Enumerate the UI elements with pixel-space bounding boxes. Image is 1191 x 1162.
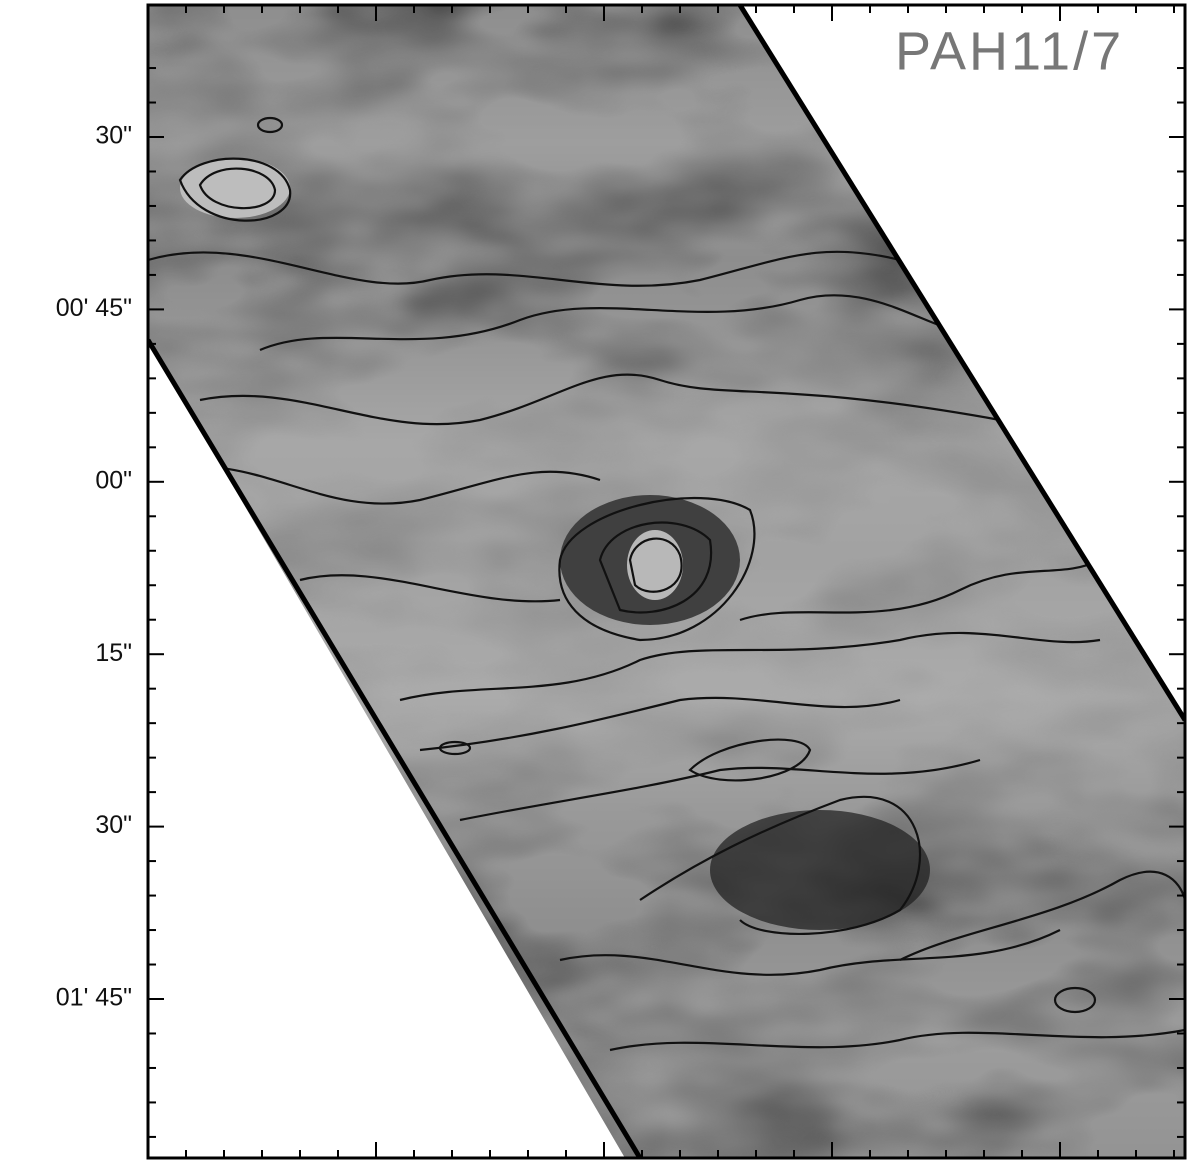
y-tick-label: 00" (95, 466, 132, 494)
panel-label: PAH11/7 (895, 21, 1124, 81)
map-image (148, 5, 1185, 1158)
y-tick-label: 30" (95, 811, 132, 839)
y-tick-label: 01' 45" (56, 984, 132, 1012)
y-tick-label: 00' 45" (56, 294, 132, 322)
figure: PAH11/7 30" 00' 45" 00" 15" 30" 01' 45" (0, 0, 1191, 1162)
y-tick-label: 30" (95, 122, 132, 150)
y-axis: 30" 00' 45" 00" 15" 30" 01' 45" (56, 122, 132, 1012)
y-tick-label: 15" (95, 639, 132, 667)
